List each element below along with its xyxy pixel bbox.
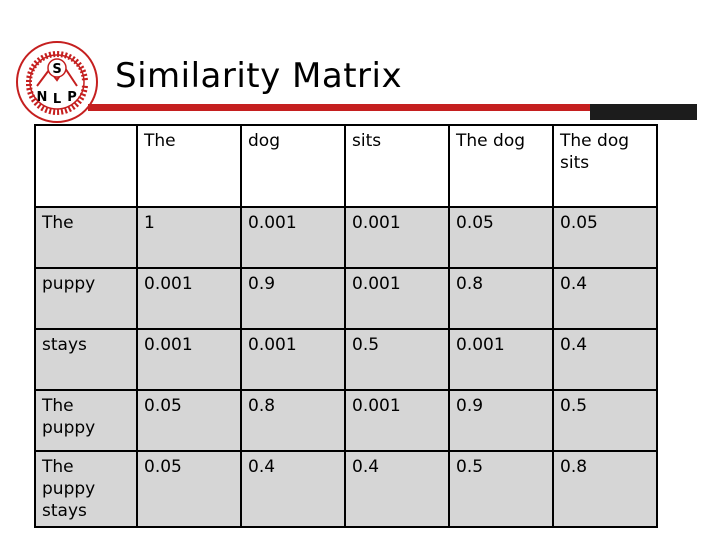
svg-text:P: P: [67, 90, 77, 105]
table-cell: 0.05: [552, 206, 658, 269]
column-header: The dog: [448, 124, 554, 208]
table-row: The puppy stays 0.05 0.4 0.4 0.5 0.8: [34, 450, 658, 528]
table-cell: 0.001: [136, 328, 242, 391]
table-cell: 0.001: [240, 206, 346, 269]
column-header: The dog sits: [552, 124, 658, 208]
table-cell: 0.5: [344, 328, 450, 391]
svg-text:N: N: [37, 90, 48, 105]
table-cell: 0.4: [344, 450, 450, 528]
table-cell: 0.05: [136, 450, 242, 528]
table-cell: 0.5: [448, 450, 554, 528]
title-rule-dark: [590, 104, 697, 120]
table-cell: 0.001: [344, 389, 450, 452]
table-cell: 0.4: [552, 267, 658, 330]
column-header: The: [136, 124, 242, 208]
table-cell: 0.001: [448, 328, 554, 391]
corner-cell: [34, 124, 138, 208]
table-cell: 0.001: [344, 206, 450, 269]
row-label: The puppy stays: [34, 450, 138, 528]
slide-title: Similarity Matrix: [115, 56, 403, 96]
row-label: The: [34, 206, 138, 269]
column-header: dog: [240, 124, 346, 208]
table-cell: 0.4: [240, 450, 346, 528]
table-cell: 0.8: [552, 450, 658, 528]
column-header: sits: [344, 124, 450, 208]
table-row: The puppy 0.05 0.8 0.001 0.9 0.5: [34, 389, 658, 452]
table-cell: 0.001: [136, 267, 242, 330]
table-row: puppy 0.001 0.9 0.001 0.8 0.4: [34, 267, 658, 330]
table-cell: 0.8: [448, 267, 554, 330]
header-row: The dog sits The dog The dog sits: [34, 124, 658, 208]
table-cell: 1: [136, 206, 242, 269]
table-cell: 0.9: [240, 267, 346, 330]
row-label: The puppy: [34, 389, 138, 452]
table-row: The 1 0.001 0.001 0.05 0.05: [34, 206, 658, 269]
similarity-matrix-table: The dog sits The dog The dog sits The 1 …: [34, 124, 658, 528]
svg-text:L: L: [53, 92, 61, 107]
svg-text:S: S: [52, 62, 61, 77]
table-cell: 0.001: [344, 267, 450, 330]
row-label: puppy: [34, 267, 138, 330]
table-cell: 0.05: [136, 389, 242, 452]
title-rule-red: [88, 104, 697, 111]
table-cell: 0.4: [552, 328, 658, 391]
table-cell: 0.05: [448, 206, 554, 269]
stanford-nlp-logo: S N L P: [16, 41, 98, 123]
row-label: stays: [34, 328, 138, 391]
table-cell: 0.9: [448, 389, 554, 452]
table-cell: 0.5: [552, 389, 658, 452]
table-row: stays 0.001 0.001 0.5 0.001 0.4: [34, 328, 658, 391]
table-cell: 0.001: [240, 328, 346, 391]
table-cell: 0.8: [240, 389, 346, 452]
